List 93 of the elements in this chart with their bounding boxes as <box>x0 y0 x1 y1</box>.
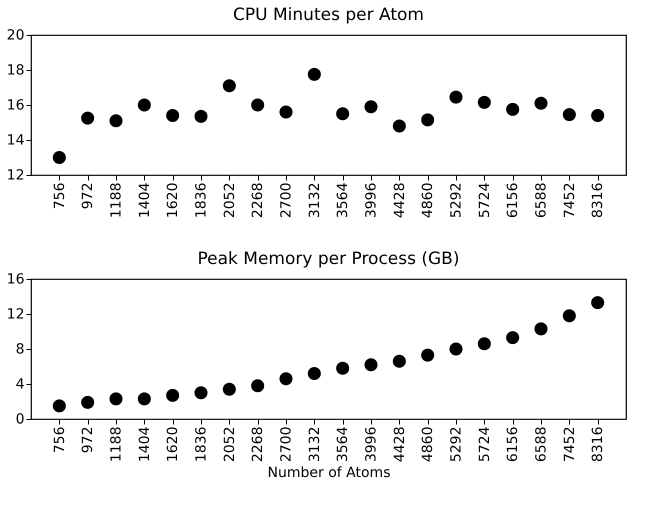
point <box>449 342 463 356</box>
x-tick-label: 4860 <box>420 182 436 218</box>
x-tick-label: 1836 <box>194 426 210 462</box>
x-tick-label: 756 <box>52 426 68 454</box>
x-tick-label: 6588 <box>534 182 550 218</box>
point <box>562 309 576 322</box>
point <box>109 114 123 128</box>
x-tick-label: 6156 <box>505 182 522 218</box>
y-tick-label: 20 <box>6 28 24 44</box>
y-tick-label: 12 <box>6 168 24 184</box>
x-tick-label: 6156 <box>505 426 522 462</box>
x-tick-label: 3996 <box>364 182 380 218</box>
point <box>222 79 236 92</box>
point <box>478 96 491 109</box>
y-tick-label: 4 <box>16 376 25 392</box>
point <box>81 396 94 409</box>
point <box>506 102 520 116</box>
point <box>138 98 151 112</box>
x-tick-label: 2700 <box>278 182 294 218</box>
x-tick-label: 2052 <box>222 426 238 462</box>
point <box>534 322 548 336</box>
y-tick-label: 16 <box>6 272 25 288</box>
x-tick-label: 972 <box>80 182 96 210</box>
point <box>166 108 180 122</box>
point <box>449 90 463 104</box>
x-tick-label: 4860 <box>420 426 436 462</box>
point <box>279 105 293 119</box>
point <box>308 366 321 380</box>
x-tick-label: 2268 <box>250 182 266 218</box>
point <box>194 110 208 123</box>
point <box>308 68 321 81</box>
y-tick-label: 8 <box>16 342 24 358</box>
x-tick-label: 972 <box>80 426 96 454</box>
x-tick-label: 5292 <box>448 426 464 462</box>
x-tick-label: 2052 <box>222 182 238 218</box>
point <box>534 96 548 110</box>
point <box>336 362 350 375</box>
point <box>506 331 520 344</box>
x-tick-label: 2700 <box>278 426 294 462</box>
x-tick-label: 1404 <box>136 426 153 462</box>
point <box>109 392 123 406</box>
point <box>591 108 604 122</box>
x-tick-label: 1620 <box>165 182 182 218</box>
x-tick-label: 1620 <box>165 426 182 462</box>
x-tick-label: 1836 <box>194 182 210 218</box>
x-tick-label: 5724 <box>476 426 493 462</box>
point <box>562 108 576 122</box>
x-tick-label: 3564 <box>335 426 352 462</box>
x-tick-label: 5724 <box>476 182 493 218</box>
point <box>138 392 151 406</box>
point <box>478 337 491 350</box>
x-tick-label: 1188 <box>108 426 124 462</box>
x-axis-title: Number of Atoms <box>268 465 390 482</box>
x-tick-label: 1188 <box>108 182 124 218</box>
point <box>364 100 378 114</box>
point <box>52 399 66 412</box>
x-tick-label: 756 <box>52 182 68 210</box>
point <box>52 150 66 164</box>
chart-title: CPU Minutes per Atom <box>233 5 424 25</box>
x-tick-label: 6588 <box>534 426 550 462</box>
y-tick-label: 18 <box>6 62 24 78</box>
x-tick-label: 3132 <box>306 182 323 218</box>
point <box>222 382 236 396</box>
y-tick-label: 0 <box>16 412 24 428</box>
point <box>279 372 293 386</box>
x-tick-label: 8316 <box>590 182 606 218</box>
y-tick-label: 14 <box>6 132 25 148</box>
x-tick-label: 5292 <box>448 182 464 218</box>
point <box>364 358 378 372</box>
point <box>421 348 434 362</box>
x-tick-label: 2268 <box>250 426 266 462</box>
y-tick-label: 16 <box>6 98 25 114</box>
x-tick-label: 4428 <box>392 182 408 218</box>
point <box>336 107 350 120</box>
x-tick-label: 3564 <box>335 182 352 218</box>
point <box>591 296 604 310</box>
point <box>392 354 406 368</box>
point <box>251 379 264 392</box>
x-tick-label: 4428 <box>392 426 408 462</box>
chart-title: Peak Memory per Process (GB) <box>198 249 460 269</box>
x-tick-label: 3996 <box>364 426 380 462</box>
point <box>251 98 264 112</box>
x-tick-label: 7452 <box>562 182 578 218</box>
y-tick-label: 12 <box>6 306 24 322</box>
point <box>392 119 406 133</box>
x-tick-label: 3132 <box>306 426 323 462</box>
point <box>421 113 434 126</box>
point <box>81 112 94 125</box>
x-tick-label: 1404 <box>136 182 153 218</box>
point <box>166 388 180 402</box>
x-tick-label: 8316 <box>590 426 606 462</box>
x-tick-label: 7452 <box>562 426 578 462</box>
point <box>194 386 208 400</box>
